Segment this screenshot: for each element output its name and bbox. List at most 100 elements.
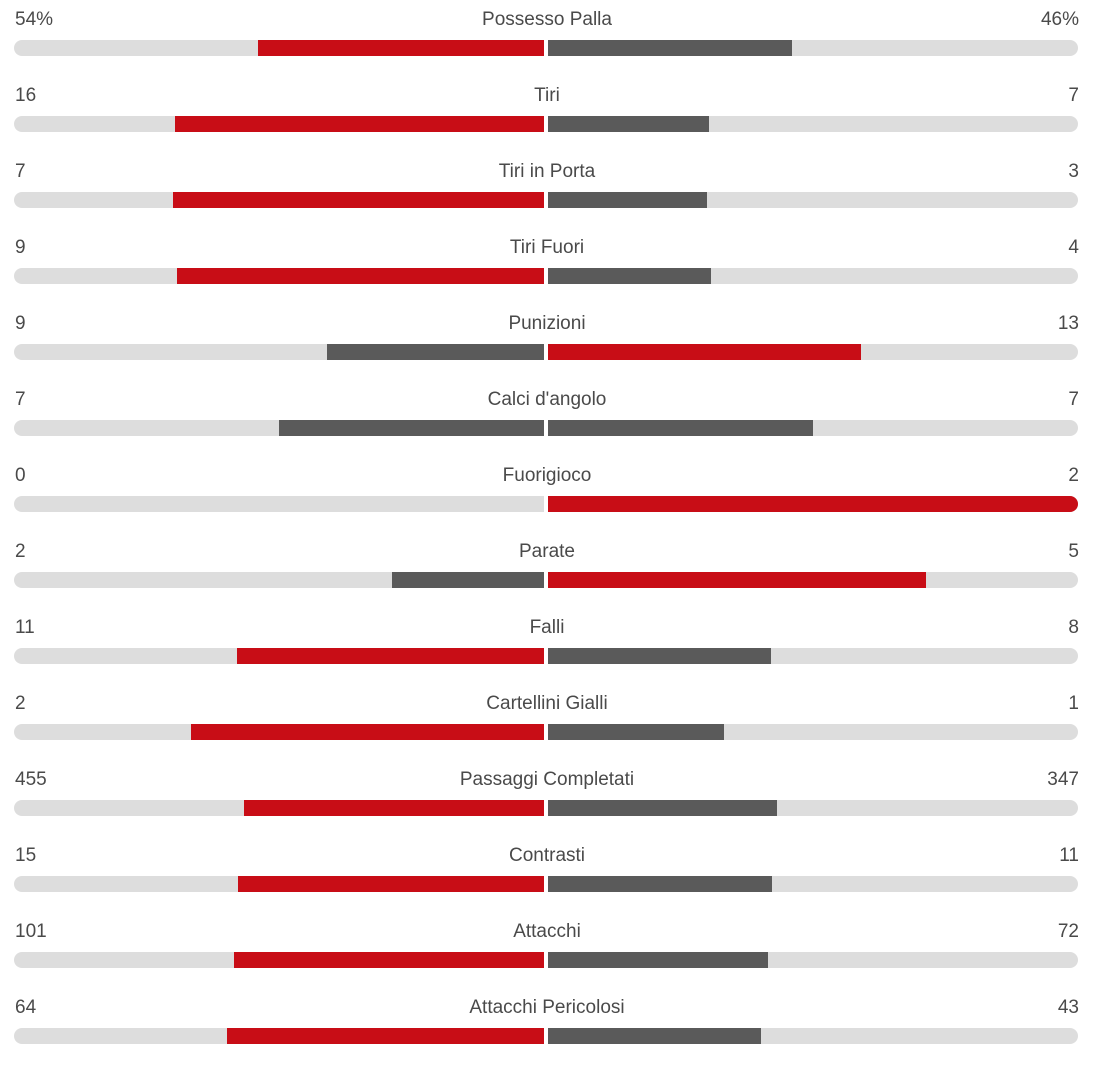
away-value: 43 bbox=[1058, 996, 1079, 1020]
stat-label-line: Falli 11 8 bbox=[15, 616, 1079, 640]
home-bar-fill bbox=[227, 1028, 544, 1044]
away-bar-track bbox=[548, 192, 1078, 208]
stat-name: Tiri bbox=[15, 84, 1079, 108]
away-bar-fill bbox=[548, 496, 1078, 512]
away-value: 347 bbox=[1047, 768, 1079, 792]
home-bar-fill bbox=[177, 268, 544, 284]
home-bar-fill bbox=[244, 800, 545, 816]
home-bar-track bbox=[14, 268, 544, 284]
away-value: 11 bbox=[1059, 844, 1079, 868]
home-value: 7 bbox=[15, 388, 26, 412]
stat-row: Tiri Fuori 9 4 bbox=[0, 236, 1094, 312]
stat-row: Tiri 16 7 bbox=[0, 84, 1094, 160]
stat-label-line: Tiri 16 7 bbox=[15, 84, 1079, 108]
stat-name: Calci d'angolo bbox=[15, 388, 1079, 412]
comparison-bar bbox=[14, 192, 1078, 208]
home-bar-track bbox=[14, 192, 544, 208]
away-value: 7 bbox=[1068, 84, 1079, 108]
away-bar-track bbox=[548, 952, 1078, 968]
home-bar-fill bbox=[258, 40, 544, 56]
stat-row: Parate 2 5 bbox=[0, 540, 1094, 616]
home-bar-fill bbox=[173, 192, 544, 208]
stat-name: Punizioni bbox=[15, 312, 1079, 336]
home-bar-track bbox=[14, 496, 544, 512]
comparison-bar bbox=[14, 344, 1078, 360]
home-bar-fill bbox=[191, 724, 545, 740]
away-value: 72 bbox=[1058, 920, 1079, 944]
comparison-bar bbox=[14, 268, 1078, 284]
home-bar-track bbox=[14, 952, 544, 968]
stat-row: Punizioni 9 13 bbox=[0, 312, 1094, 388]
comparison-bar bbox=[14, 724, 1078, 740]
comparison-bar bbox=[14, 800, 1078, 816]
comparison-bar bbox=[14, 572, 1078, 588]
away-bar-fill bbox=[548, 268, 711, 284]
away-value: 2 bbox=[1068, 464, 1079, 488]
home-bar-track bbox=[14, 724, 544, 740]
away-bar-track bbox=[548, 876, 1078, 892]
away-bar-fill bbox=[548, 724, 724, 740]
away-bar-fill bbox=[548, 800, 777, 816]
stat-name: Passaggi Completati bbox=[15, 768, 1079, 792]
home-bar-fill bbox=[279, 420, 544, 436]
home-bar-fill bbox=[327, 344, 544, 360]
home-bar-track bbox=[14, 800, 544, 816]
away-bar-track bbox=[548, 344, 1078, 360]
away-bar-fill bbox=[548, 344, 861, 360]
stat-name: Fuorigioco bbox=[15, 464, 1079, 488]
stat-row: Tiri in Porta 7 3 bbox=[0, 160, 1094, 236]
comparison-bar bbox=[14, 1028, 1078, 1044]
home-bar-track bbox=[14, 420, 544, 436]
home-value: 15 bbox=[15, 844, 36, 868]
home-value: 9 bbox=[15, 236, 26, 260]
stat-label-line: Calci d'angolo 7 7 bbox=[15, 388, 1079, 412]
stat-name: Parate bbox=[15, 540, 1079, 564]
stat-row: Possesso Palla 54% 46% bbox=[0, 8, 1094, 84]
away-bar-track bbox=[548, 420, 1078, 436]
stat-label-line: Punizioni 9 13 bbox=[15, 312, 1079, 336]
home-value: 16 bbox=[15, 84, 36, 108]
home-value: 2 bbox=[15, 540, 26, 564]
stat-row: Contrasti 15 11 bbox=[0, 844, 1094, 920]
away-bar-fill bbox=[548, 116, 709, 132]
away-bar-track bbox=[548, 648, 1078, 664]
stat-name: Falli bbox=[15, 616, 1079, 640]
home-value: 54% bbox=[15, 8, 53, 32]
home-bar-track bbox=[14, 116, 544, 132]
away-bar-fill bbox=[548, 648, 771, 664]
away-bar-track bbox=[548, 724, 1078, 740]
stat-name: Contrasti bbox=[15, 844, 1079, 868]
stat-row: Falli 11 8 bbox=[0, 616, 1094, 692]
stat-name: Tiri Fuori bbox=[15, 236, 1079, 260]
away-bar-track bbox=[548, 268, 1078, 284]
home-bar-track bbox=[14, 344, 544, 360]
away-bar-track bbox=[548, 800, 1078, 816]
away-bar-track bbox=[548, 40, 1078, 56]
home-value: 101 bbox=[15, 920, 47, 944]
stat-label-line: Tiri Fuori 9 4 bbox=[15, 236, 1079, 260]
stat-row: Cartellini Gialli 2 1 bbox=[0, 692, 1094, 768]
away-value: 46% bbox=[1041, 8, 1079, 32]
home-value: 455 bbox=[15, 768, 47, 792]
away-bar-fill bbox=[548, 420, 813, 436]
home-bar-fill bbox=[392, 572, 544, 588]
stat-label-line: Attacchi Pericolosi 64 43 bbox=[15, 996, 1079, 1020]
stat-name: Attacchi bbox=[15, 920, 1079, 944]
stat-label-line: Tiri in Porta 7 3 bbox=[15, 160, 1079, 184]
away-value: 5 bbox=[1068, 540, 1079, 564]
away-value: 13 bbox=[1058, 312, 1079, 336]
home-bar-track bbox=[14, 40, 544, 56]
comparison-bar bbox=[14, 496, 1078, 512]
home-bar-fill bbox=[234, 952, 544, 968]
stat-name: Cartellini Gialli bbox=[15, 692, 1079, 716]
away-value: 7 bbox=[1068, 388, 1079, 412]
stat-label-line: Fuorigioco 0 2 bbox=[15, 464, 1079, 488]
away-bar-fill bbox=[548, 40, 792, 56]
away-bar-fill bbox=[548, 192, 707, 208]
stat-label-line: Passaggi Completati 455 347 bbox=[15, 768, 1079, 792]
home-value: 0 bbox=[15, 464, 26, 488]
stat-label-line: Contrasti 15 11 bbox=[15, 844, 1079, 868]
stat-label-line: Cartellini Gialli 2 1 bbox=[15, 692, 1079, 716]
comparison-bar bbox=[14, 40, 1078, 56]
home-bar-track bbox=[14, 648, 544, 664]
